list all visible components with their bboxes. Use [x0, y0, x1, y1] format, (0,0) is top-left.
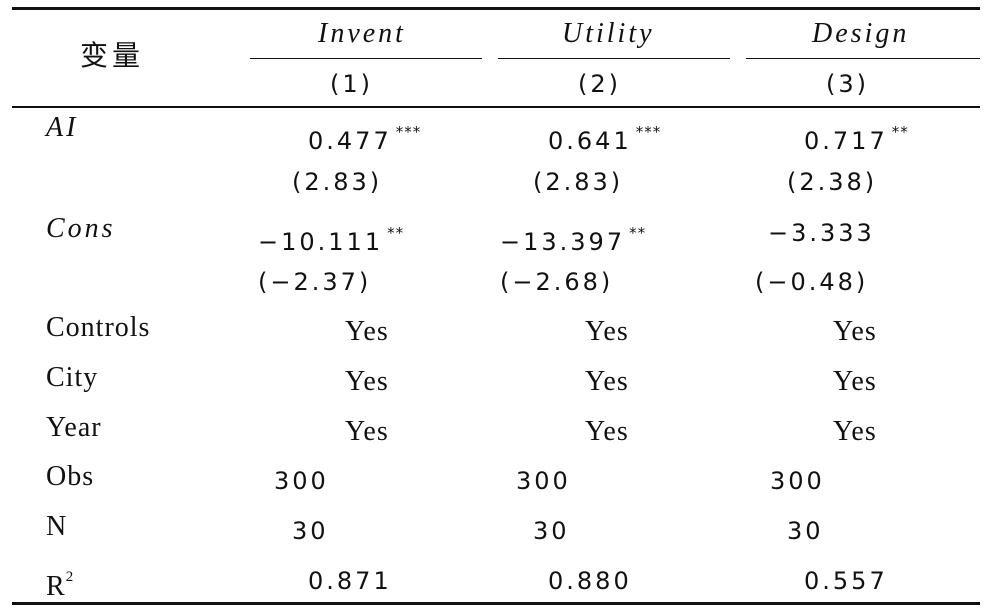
table-cell: Yes	[833, 366, 877, 398]
table-top-rule	[12, 7, 980, 10]
cell-value: 300	[770, 467, 825, 495]
table-cell: 0.880	[548, 565, 632, 597]
row-label-text: Year	[46, 412, 102, 443]
table-cell: 0.477 ***	[308, 116, 421, 157]
cell-value: 300	[516, 467, 571, 495]
table-cell: Yes	[345, 366, 389, 398]
cell-value: 0.641	[548, 127, 632, 155]
cell-value: (2.83)	[292, 168, 383, 196]
significance-stars: **	[629, 224, 647, 242]
significance-stars: **	[387, 224, 405, 242]
column-rule-3	[746, 58, 980, 59]
row-label: Controls	[46, 312, 150, 344]
row-label-text: Obs	[46, 461, 95, 492]
cell-value: 0.477	[308, 127, 392, 155]
row-label-superscript: 2	[65, 569, 75, 585]
table-cell: Yes	[585, 316, 629, 348]
row-label: Cons	[46, 213, 116, 245]
row-label-text: Cons	[46, 213, 116, 244]
row-label-text: Controls	[46, 312, 151, 343]
row-label-text: AI	[46, 112, 79, 143]
row-label: N	[46, 511, 67, 543]
table-cell: 0.557	[804, 565, 888, 597]
cell-value: Yes	[833, 316, 877, 347]
cell-value: 30	[533, 517, 570, 545]
table-cell: Yes	[585, 366, 629, 398]
table-cell: 30	[533, 515, 570, 547]
column-index-3: (3)	[826, 70, 869, 98]
cell-value: (2.83)	[533, 168, 624, 196]
table-cell: 30	[787, 515, 824, 547]
table-cell: Yes	[345, 416, 389, 448]
cell-value: (2.38)	[787, 168, 878, 196]
significance-stars: ***	[395, 123, 422, 141]
table-cell: 300	[770, 465, 825, 497]
table-cell: 0.641 ***	[548, 116, 661, 157]
table-cell: Yes	[585, 416, 629, 448]
column-index-2: (2)	[578, 70, 621, 98]
row-label-text: N	[46, 511, 68, 542]
table-cell: Yes	[833, 416, 877, 448]
variable-header: 变量	[80, 39, 145, 72]
cell-value: 0.717	[804, 127, 888, 155]
table-cell: (−2.68)	[500, 266, 613, 298]
table-cell: −3.333	[768, 217, 875, 249]
cell-value: 30	[787, 517, 824, 545]
row-label: Year	[46, 412, 102, 444]
table-cell: 300	[274, 465, 329, 497]
cell-value: 0.557	[804, 567, 888, 595]
table-cell: (−2.37)	[258, 266, 371, 298]
table-cell: (−0.48)	[755, 266, 868, 298]
table-bottom-rule	[12, 602, 980, 605]
table-cell: Yes	[345, 316, 389, 348]
row-label-text: R	[46, 571, 66, 602]
cell-value: 0.880	[548, 567, 632, 595]
table-cell: 30	[292, 515, 329, 547]
row-label: Obs	[46, 461, 94, 493]
cell-value: 300	[274, 467, 329, 495]
significance-stars: **	[891, 123, 909, 141]
cell-value: (−0.48)	[755, 268, 869, 296]
row-label-text: City	[46, 362, 99, 393]
table-cell: −13.397 **	[500, 217, 646, 258]
cell-value: (−2.37)	[258, 268, 372, 296]
cell-value: Yes	[585, 366, 629, 397]
cell-value: Yes	[833, 366, 877, 397]
table-cell: (2.38)	[787, 166, 877, 198]
row-label: R2	[46, 561, 74, 603]
cell-value: Yes	[585, 416, 629, 447]
row-label: City	[46, 362, 98, 394]
cell-value: 0.871	[308, 567, 392, 595]
column-header-utility: Utility	[562, 18, 655, 49]
table-cell: (2.83)	[533, 166, 623, 198]
table-cell: −10.111 **	[258, 217, 404, 258]
cell-value: −3.333	[768, 219, 875, 247]
table-cell: 0.717 **	[804, 116, 909, 157]
table-header-rule	[12, 106, 980, 108]
table-cell: 0.871	[308, 565, 392, 597]
cell-value: Yes	[345, 366, 389, 397]
table-cell: 300	[516, 465, 571, 497]
cell-value: Yes	[833, 416, 877, 447]
column-header-design: Design	[812, 18, 910, 49]
cell-value: Yes	[345, 416, 389, 447]
cell-value: Yes	[585, 316, 629, 347]
table-cell: (2.83)	[292, 166, 382, 198]
column-index-1: (1)	[330, 70, 373, 98]
cell-value: −13.397	[500, 228, 626, 256]
table-cell: Yes	[833, 316, 877, 348]
cell-value: 30	[292, 517, 329, 545]
column-rule-2	[498, 58, 730, 59]
cell-value: (−2.68)	[500, 268, 614, 296]
column-rule-1	[250, 58, 482, 59]
cell-value: Yes	[345, 316, 389, 347]
row-label: AI	[46, 112, 78, 144]
cell-value: −10.111	[258, 228, 384, 256]
column-header-invent: Invent	[318, 18, 406, 49]
significance-stars: ***	[635, 123, 662, 141]
